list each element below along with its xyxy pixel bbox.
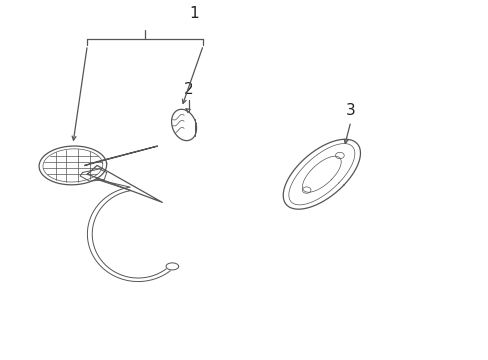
Text: 1: 1 [188, 6, 198, 21]
Polygon shape [171, 109, 196, 141]
Polygon shape [85, 146, 157, 166]
Text: 2: 2 [183, 82, 193, 97]
Text: 3: 3 [346, 103, 355, 118]
Polygon shape [166, 263, 178, 270]
Polygon shape [80, 169, 106, 181]
Polygon shape [87, 166, 162, 202]
Polygon shape [39, 146, 106, 185]
Polygon shape [283, 139, 360, 209]
